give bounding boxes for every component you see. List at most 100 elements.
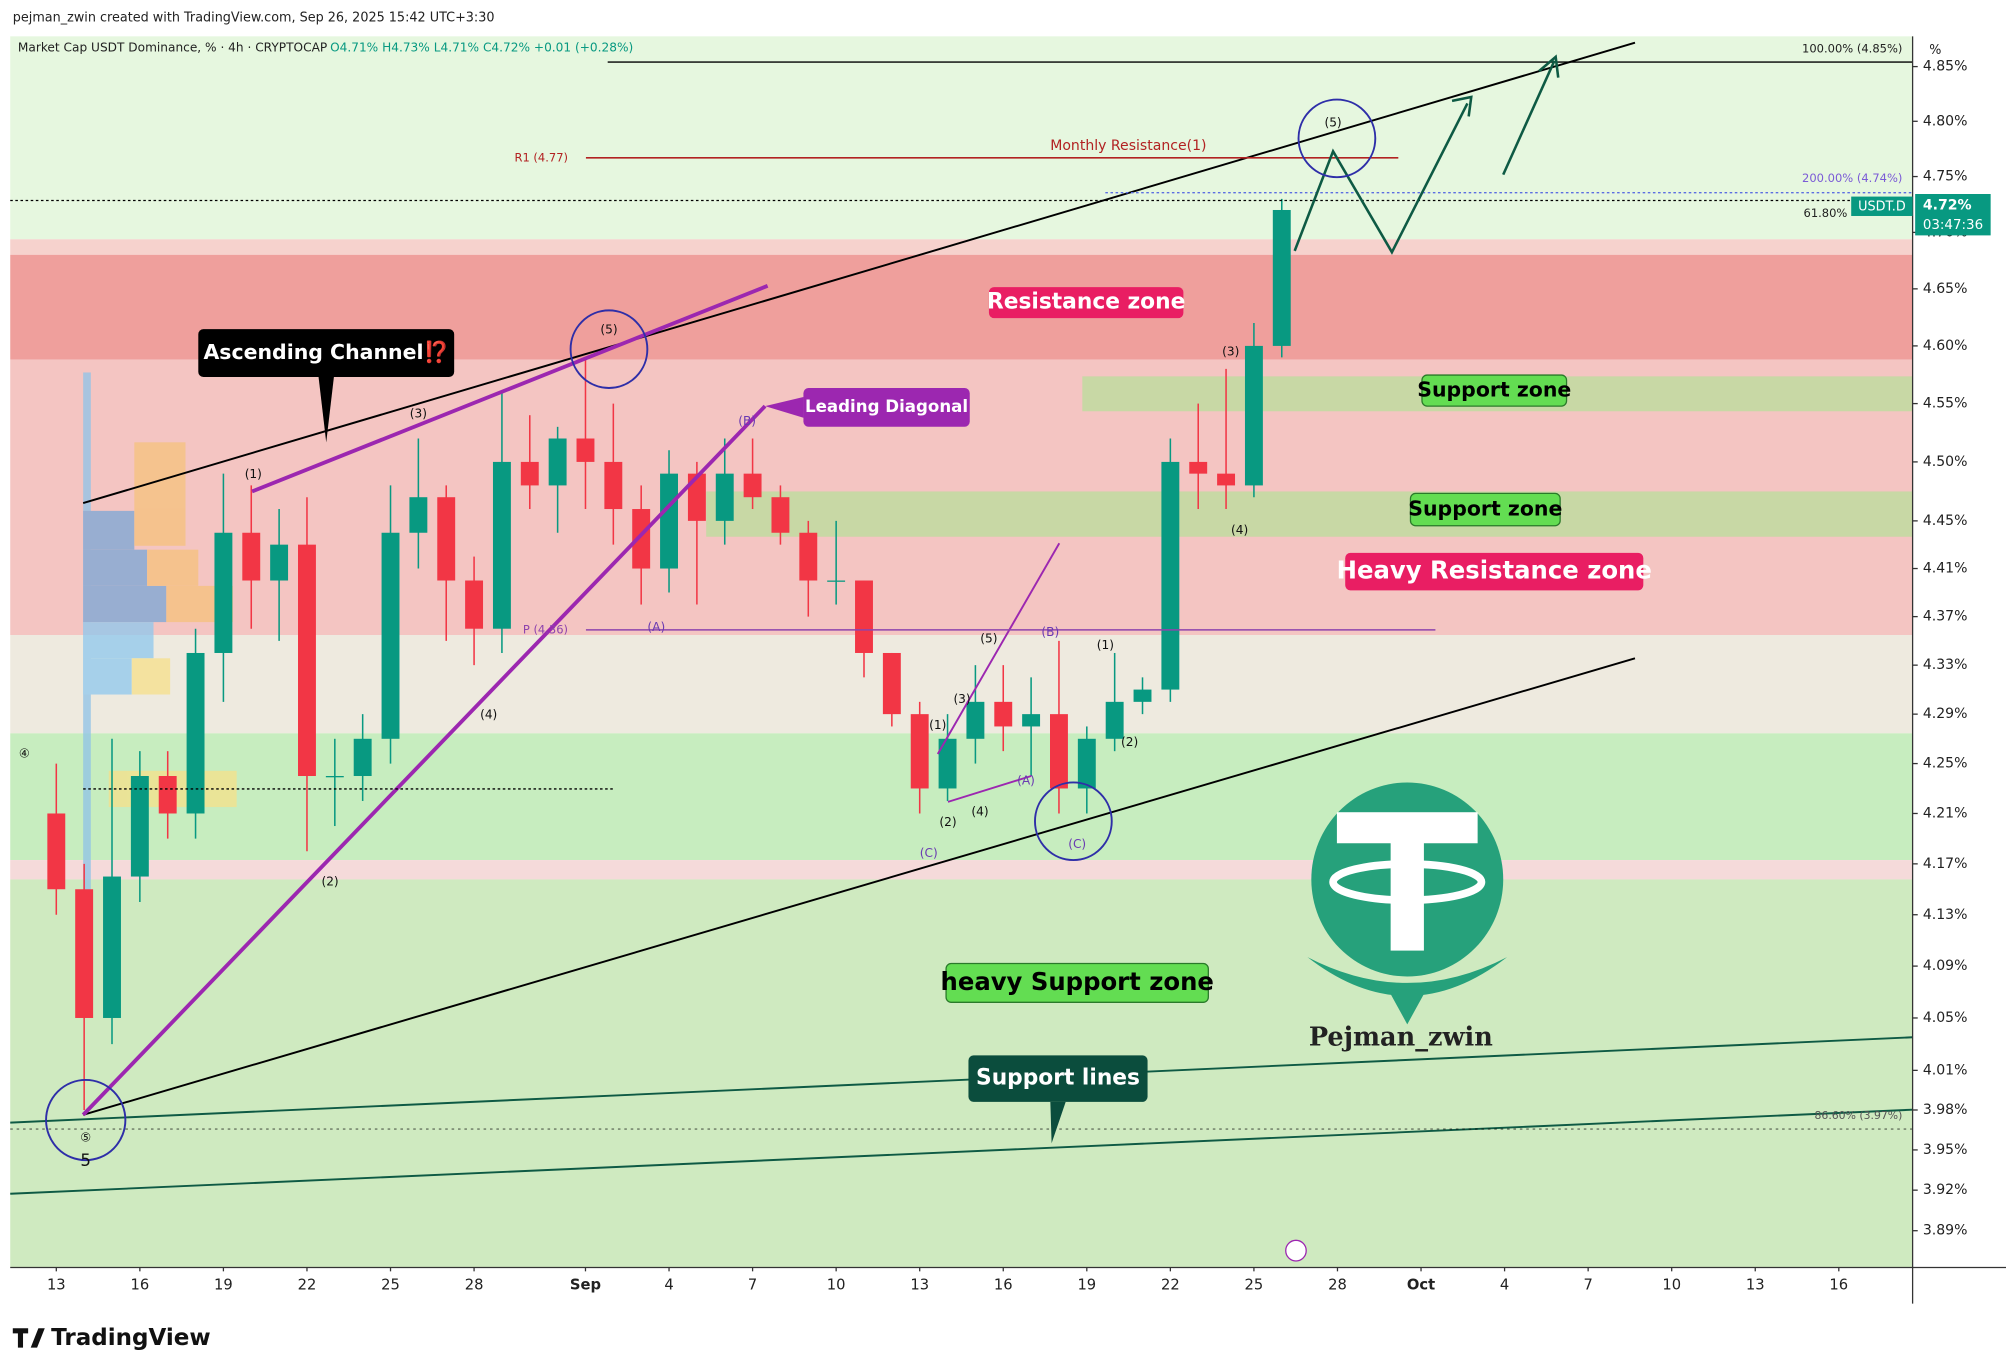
y-tick-label: 4.05% xyxy=(1923,1010,1968,1026)
y-tick-label: 4.65% xyxy=(1923,281,1968,297)
level-label: R1 (4.77) xyxy=(514,150,568,164)
wave-label: (1) xyxy=(245,467,262,481)
candle-body xyxy=(103,876,121,1018)
y-tick-label: 3.98% xyxy=(1923,1102,1968,1118)
candle-body xyxy=(632,509,651,569)
candle-body xyxy=(75,889,94,1018)
y-tick-label: 4.75% xyxy=(1923,169,1968,185)
candle-body xyxy=(994,701,1013,727)
wave-label: (B) xyxy=(1041,625,1059,639)
y-tick-label: 3.92% xyxy=(1923,1182,1968,1198)
x-tick-label: 22 xyxy=(1161,1277,1180,1294)
x-tick-label: 16 xyxy=(131,1277,150,1294)
axis-unit: % xyxy=(1929,43,1941,58)
candle-body xyxy=(1217,473,1236,486)
annotation: Leading Diagonal xyxy=(805,396,968,416)
annotation-box xyxy=(968,1055,1148,1102)
annotation: Support lines xyxy=(976,1066,1140,1091)
candles xyxy=(47,198,1291,1110)
last-price: 4.72% xyxy=(1923,198,1972,214)
candle-body xyxy=(938,738,957,789)
x-tick-label: 13 xyxy=(47,1277,66,1294)
candle-body xyxy=(799,532,818,581)
candle-body xyxy=(548,438,567,486)
candle-body xyxy=(130,776,149,877)
x-tick-label: 13 xyxy=(910,1277,929,1294)
annotation: Support zone xyxy=(1417,378,1571,402)
candle-body xyxy=(492,461,511,629)
annotation-box xyxy=(1345,552,1644,591)
candle-body xyxy=(409,497,428,533)
level-label: 86.60% (3.97%) xyxy=(1815,1109,1903,1122)
annotation-box xyxy=(803,388,970,427)
y-tick-label: 4.17% xyxy=(1923,856,1968,872)
x-tick-label: 22 xyxy=(298,1277,317,1294)
candle-body xyxy=(576,438,595,462)
annotation-box xyxy=(1421,374,1568,407)
annotation-box xyxy=(198,329,455,378)
wave-label: (3) xyxy=(953,692,970,706)
wave-label: (5) xyxy=(1324,115,1341,129)
candle-body xyxy=(687,473,706,521)
x-tick-label: 16 xyxy=(1829,1277,1848,1294)
candle-body xyxy=(715,473,734,521)
callout-pointer xyxy=(1050,1101,1066,1144)
candle-body xyxy=(882,652,901,715)
candle-body xyxy=(604,461,623,510)
y-tick-label: 4.85% xyxy=(1923,59,1968,75)
y-tick-label: 4.09% xyxy=(1923,958,1968,974)
candle-body xyxy=(1022,714,1041,727)
candle-body xyxy=(158,776,177,814)
wave-label: (2) xyxy=(321,875,338,889)
annotation: Support zone xyxy=(1408,497,1562,521)
wave-label: (3) xyxy=(1222,344,1239,358)
credit: pejman_zwin created with TradingView.com… xyxy=(13,11,495,26)
drawings xyxy=(10,41,1913,1195)
level-label: 100.00% (4.85%) xyxy=(1802,42,1902,56)
candle-body xyxy=(298,544,316,777)
x-tick-label: 16 xyxy=(994,1277,1013,1294)
candle-body xyxy=(520,461,539,486)
callout-pointer xyxy=(765,397,804,418)
y-tick-label: 4.60% xyxy=(1923,338,1968,354)
wave-label: (1) xyxy=(929,718,946,732)
candle-body xyxy=(242,532,261,581)
y-tick-label: 4.37% xyxy=(1923,609,1968,625)
candle-body xyxy=(353,738,372,777)
candle-body xyxy=(660,473,678,569)
annotation-box xyxy=(1409,492,1561,527)
x-tick-label: 10 xyxy=(827,1277,846,1294)
level-label: P (4.36) xyxy=(523,622,568,636)
wave-label: (2) xyxy=(1121,735,1138,749)
wave-label: ④ xyxy=(19,746,30,760)
y-tick-label: 4.13% xyxy=(1923,907,1968,923)
level-label: Monthly Resistance(1) xyxy=(1050,138,1206,154)
x-tick-label: 28 xyxy=(1328,1277,1347,1294)
candle-body xyxy=(214,532,233,653)
wave-label: (3) xyxy=(410,406,427,420)
tether-logo xyxy=(1307,782,1508,1025)
candle-body xyxy=(1105,701,1124,739)
annotation: heavy Support zone xyxy=(941,967,1214,996)
symbol: Market Cap USDT Dominance, % · 4h · CRYP… xyxy=(18,40,327,54)
candle-body xyxy=(827,580,846,582)
wave-label: (C) xyxy=(1068,837,1086,851)
wave-label: ⑤ xyxy=(80,1131,91,1145)
candle-body xyxy=(1050,714,1068,789)
annotation: Heavy Resistance zone xyxy=(1337,556,1652,585)
y-tick-label: 4.50% xyxy=(1923,454,1968,470)
annotation: Pejman_zwin xyxy=(1309,1022,1493,1052)
y-tick-label: 4.21% xyxy=(1923,805,1968,821)
candle-body xyxy=(186,652,205,814)
candle-body xyxy=(966,701,985,739)
candle-body xyxy=(1189,461,1208,474)
x-tick-label: 10 xyxy=(1662,1277,1681,1294)
x-tick-label: 25 xyxy=(1245,1277,1264,1294)
candle-body xyxy=(465,580,484,629)
wave-label: (5) xyxy=(600,322,617,336)
brand: TradingView xyxy=(51,1325,210,1351)
wave-label: (A) xyxy=(647,620,665,634)
x-tick-label: 28 xyxy=(465,1277,484,1294)
